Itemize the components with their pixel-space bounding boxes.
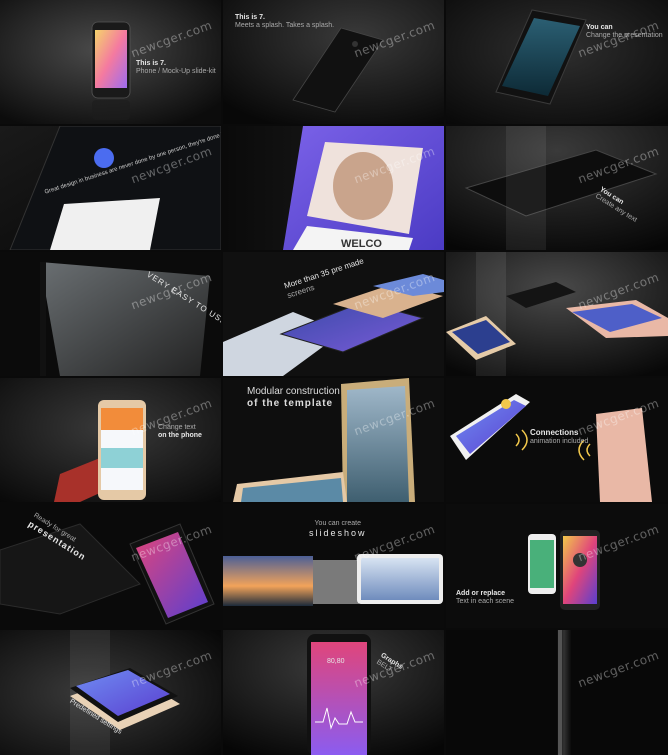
tile-3: You can Change the presentation newcger.… bbox=[446, 0, 668, 124]
tile-12-scene bbox=[446, 378, 668, 502]
tile-15-title: Add or replace bbox=[456, 590, 506, 597]
tile-6: You can Create any text newcger.com bbox=[446, 126, 668, 250]
tile-10: Change text on the phone newcger.com bbox=[0, 378, 221, 502]
tile-12-title: Connections bbox=[530, 428, 579, 437]
tile-15: Add or replace Text in each scene newcge… bbox=[446, 504, 668, 628]
tile-11: Modular construction of the template new… bbox=[223, 378, 444, 502]
tile-13: Ready for great presentation newcger.com bbox=[0, 504, 221, 628]
tile-5-caption: WELCO bbox=[341, 238, 382, 250]
tile-2: This is 7. Meets a splash. Takes a splas… bbox=[223, 0, 444, 124]
tile-9-scene bbox=[446, 252, 668, 376]
tile-1-title: This is 7. bbox=[136, 60, 166, 67]
tile-12: Connections animation included newcger.c… bbox=[446, 378, 668, 502]
tile-16: Predefined settings newcger.com bbox=[0, 630, 221, 755]
tile-1: This is 7. Phone / Mock-Up slide-kit new… bbox=[0, 0, 221, 124]
tile-8-scene bbox=[223, 252, 444, 376]
tile-3-caption: You can Change the presentation bbox=[586, 24, 663, 41]
tile-14-caption: You can create slideshow bbox=[309, 520, 367, 539]
tile-1-caption: This is 7. Phone / Mock-Up slide-kit bbox=[136, 60, 216, 77]
tile-3-subtitle: Change the presentation bbox=[586, 32, 663, 40]
tile-6-scene bbox=[446, 126, 668, 250]
tile-3-scene bbox=[446, 0, 668, 124]
tile-3-title: You can bbox=[586, 24, 613, 31]
tile-10-scene bbox=[0, 378, 221, 502]
tile-12-subtitle: animation included bbox=[530, 437, 589, 445]
tile-9: newcger.com bbox=[446, 252, 668, 376]
tile-18: newcger.com bbox=[446, 630, 668, 755]
tile-12-caption: Connections animation included bbox=[530, 428, 588, 446]
tile-2-caption: This is 7. Meets a splash. Takes a splas… bbox=[235, 14, 334, 31]
tile-10-title: Change text bbox=[158, 424, 196, 431]
tile-14-subtitle: slideshow bbox=[309, 528, 367, 539]
tile-1-scene bbox=[0, 0, 221, 124]
tile-2-subtitle: Meets a splash. Takes a splash. bbox=[235, 22, 335, 30]
tile-2-scene bbox=[223, 0, 444, 124]
tile-15-caption: Add or replace Text in each scene bbox=[456, 590, 514, 607]
tile-7: VERY EASY TO USE newcger.com bbox=[0, 252, 221, 376]
tile-4-scene bbox=[0, 126, 221, 250]
tile-14-title: You can create bbox=[314, 520, 361, 527]
tile-13-scene bbox=[0, 504, 221, 628]
tile-4: Great design in business are never done … bbox=[0, 126, 221, 250]
tile-14: You can create slideshow newcger.com bbox=[223, 504, 444, 628]
tile-8: More than 35 pre made screens newcger.co… bbox=[223, 252, 444, 376]
tile-11-title: Modular construction bbox=[247, 386, 340, 397]
tile-14-scene bbox=[223, 504, 444, 628]
tile-17: 80,80 Graphs BELT newcger.com bbox=[223, 630, 444, 755]
tile-1-subtitle: Phone / Mock-Up slide-kit bbox=[136, 68, 216, 76]
tile-2-title: This is 7. bbox=[235, 14, 265, 21]
tile-11-caption: Modular construction of the template bbox=[247, 386, 340, 410]
tile-10-caption: Change text on the phone bbox=[158, 424, 202, 441]
tile-11-subtitle: of the template bbox=[247, 398, 334, 409]
tile-16-scene bbox=[0, 630, 221, 755]
tile-15-subtitle: Text in each scene bbox=[456, 598, 514, 606]
tile-11-scene bbox=[223, 378, 444, 502]
tile-17-scene bbox=[223, 630, 444, 755]
tile-10-subtitle: on the phone bbox=[158, 432, 202, 440]
tile-5: WELCO newcger.com bbox=[223, 126, 444, 250]
tile-17-screen-values: 80,80 bbox=[327, 658, 345, 665]
tile-5-scene bbox=[223, 126, 444, 250]
tile-15-scene bbox=[446, 504, 668, 628]
tile-7-scene bbox=[0, 252, 221, 376]
tile-18-scene bbox=[446, 630, 668, 755]
